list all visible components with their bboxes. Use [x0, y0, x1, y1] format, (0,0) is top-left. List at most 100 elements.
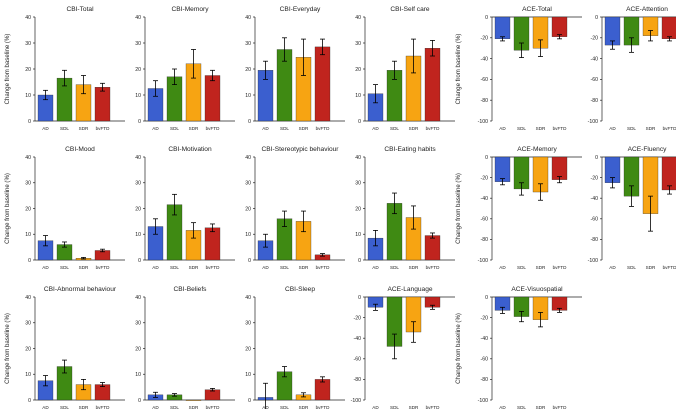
x-tick-label: bvFTD: [206, 405, 220, 409]
y-tick-label: 0: [28, 119, 31, 125]
panel-ace-fluency: ACE-Fluency 0 -20 -40 -60 -80 -100 AD SDL SDR bvFT…: [588, 146, 676, 270]
x-tick-label: SDR: [79, 405, 89, 409]
y-tick-label: 20: [355, 67, 361, 73]
y-axis-label-cbi: Change from baseline (%): [4, 313, 11, 384]
x-tick-label: SDL: [517, 405, 526, 409]
panel-title: ACE-Attention: [626, 6, 668, 13]
y-tick-label: -60: [481, 77, 489, 83]
x-tick-label: AD: [152, 405, 159, 409]
x-tick-label: bvFTD: [316, 265, 330, 270]
panel-cbi-beliefs: CBI-Beliefs 0 10 20 30 40 AD SDL SDR bvFTD: [135, 286, 235, 409]
y-tick-label: -60: [591, 217, 599, 223]
panel-title: ACE-Memory: [517, 146, 557, 153]
y-tick-label: 20: [135, 67, 141, 73]
x-tick-label: bvFTD: [553, 265, 567, 270]
bar-bvftd: [661, 156, 676, 191]
y-tick-label: 0: [485, 15, 488, 21]
x-tick-label: SDR: [409, 405, 419, 409]
y-tick-label: 30: [25, 41, 31, 47]
y-tick-label: 30: [245, 321, 251, 327]
x-tick-label: SDR: [189, 126, 199, 131]
y-tick-label: 40: [25, 295, 31, 301]
y-tick-label: -60: [591, 77, 599, 83]
y-tick-label: 0: [358, 258, 361, 264]
y-tick-label: 20: [245, 206, 251, 212]
y-tick-label: 30: [135, 321, 141, 327]
y-tick-label: -60: [481, 217, 489, 223]
y-axis-label-ace: Change from baseline (%): [455, 313, 462, 384]
x-tick-label: SDL: [517, 126, 526, 131]
y-tick-label: 20: [245, 67, 251, 73]
panel-title: ACE-Fluency: [628, 146, 668, 153]
y-tick-label: 30: [25, 181, 31, 187]
panel-cbi-eating-habits: CBI-Eating habits 0 10 20 30 40 AD SDL SDR bvFTD: [355, 146, 455, 270]
y-tick-label: 10: [25, 93, 31, 99]
x-tick-label: SDL: [280, 405, 289, 409]
x-tick-label: bvFTD: [426, 405, 440, 409]
y-tick-label: 0: [595, 155, 598, 161]
bar-bvftd: [314, 46, 331, 122]
panel-title: CBI-Self care: [390, 6, 430, 13]
panel-cbi-self-care: CBI-Self care 0 10 20 30 40 AD SDL SDR bvFTD: [355, 6, 455, 131]
panel-cbi-mood: CBI-Mood 0 10 20 30 40 AD SDL SDR bvFTD: [25, 146, 125, 270]
y-tick-label: 0: [248, 398, 251, 404]
bar-bvftd: [424, 235, 441, 261]
x-tick-label: AD: [42, 126, 49, 131]
x-tick-label: bvFTD: [663, 126, 676, 131]
x-tick-label: SDL: [60, 265, 69, 270]
bar-bvftd: [204, 75, 221, 122]
panel-title: CBI-Stereotypic behaviour: [262, 146, 340, 153]
y-tick-label: 20: [25, 206, 31, 212]
bar-bvftd: [551, 16, 568, 37]
y-tick-label: 0: [358, 295, 361, 301]
bar-bvftd: [314, 379, 331, 401]
x-tick-label: AD: [262, 405, 269, 409]
y-tick-label: -40: [354, 336, 362, 342]
y-tick-label: 40: [135, 295, 141, 301]
y-tick-label: 30: [355, 41, 361, 47]
y-tick-label: -80: [481, 377, 489, 383]
y-tick-label: 40: [135, 155, 141, 161]
y-axis-label-ace: Change from baseline (%): [455, 34, 462, 105]
y-tick-label: -20: [591, 36, 599, 42]
x-tick-label: SDR: [536, 265, 546, 270]
x-tick-label: AD: [152, 126, 159, 131]
x-tick-label: bvFTD: [316, 126, 330, 131]
y-tick-label: 20: [245, 346, 251, 352]
panel-title: ACE-Total: [522, 6, 552, 13]
y-tick-label: 20: [135, 346, 141, 352]
bar-sdr: [185, 399, 202, 401]
y-tick-label: 10: [355, 232, 361, 238]
y-tick-label: -80: [354, 377, 362, 383]
x-tick-label: SDL: [390, 405, 399, 409]
x-tick-label: AD: [499, 265, 506, 270]
x-tick-label: SDR: [79, 126, 89, 131]
panel-ace-language: ACE-Language 0 -20 -40 -60 -80 -100 AD SDL SDR bvF…: [351, 286, 455, 409]
y-tick-label: -20: [354, 315, 362, 321]
x-tick-label: SDR: [536, 126, 546, 131]
bar-ad: [494, 156, 511, 182]
panel-title: CBI-Sleep: [285, 286, 315, 293]
y-tick-label: 20: [25, 67, 31, 73]
y-tick-label: -40: [591, 196, 599, 202]
panel-cbi-sleep: CBI-Sleep 0 10 20 30 40 AD SDL SDR bvFTD: [245, 286, 345, 409]
y-tick-label: -60: [354, 357, 362, 363]
y-tick-label: 30: [25, 321, 31, 327]
bar-bvftd: [424, 48, 441, 122]
x-tick-label: AD: [609, 126, 616, 131]
x-tick-label: bvFTD: [553, 405, 567, 409]
panel-title: CBI-Beliefs: [174, 286, 208, 293]
y-tick-label: -100: [588, 258, 598, 264]
y-tick-label: 30: [245, 181, 251, 187]
x-tick-label: SDL: [390, 126, 399, 131]
x-tick-label: SDL: [517, 265, 526, 270]
panel-ace-total: ACE-Total 0 -20 -40 -60 -80 -100 AD SDL SDR bvFTD: [478, 6, 582, 131]
y-tick-label: 40: [355, 15, 361, 21]
y-tick-label: 40: [355, 155, 361, 161]
x-tick-label: SDR: [299, 405, 309, 409]
panel-title: CBI-Motivation: [168, 146, 212, 153]
x-tick-label: bvFTD: [206, 265, 220, 270]
y-tick-label: 0: [485, 295, 488, 301]
y-tick-label: 10: [245, 232, 251, 238]
